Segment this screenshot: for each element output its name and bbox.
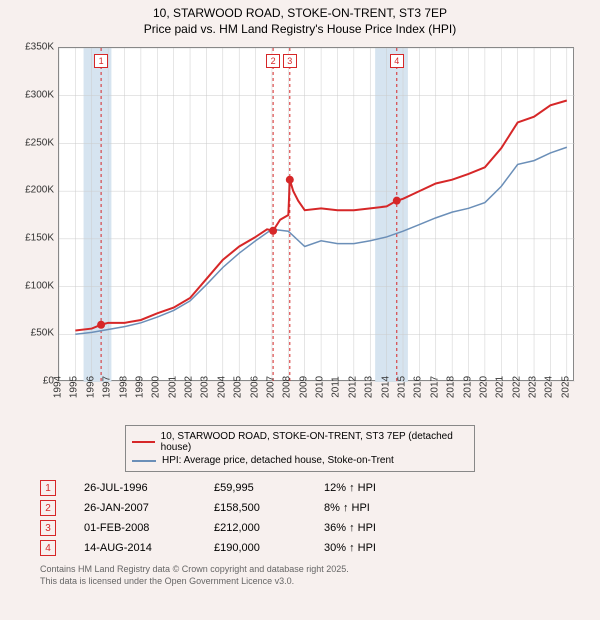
- event-row: 1 26-JUL-1996£59,99512% ↑ HPI: [40, 478, 560, 498]
- x-tick-label: 2019: [462, 376, 473, 398]
- y-tick-label: £300K: [25, 89, 54, 100]
- chart-svg: [59, 48, 575, 382]
- footer-line-1: Contains HM Land Registry data © Crown c…: [40, 564, 560, 576]
- x-tick-label: 2025: [560, 376, 571, 398]
- x-tick-label: 2013: [364, 376, 375, 398]
- legend-swatch: [132, 441, 155, 443]
- x-tick-label: 2011: [331, 376, 342, 398]
- x-tick-label: 2001: [167, 376, 178, 398]
- x-tick-label: 1995: [69, 376, 80, 398]
- event-date: 01-FEB-2008: [84, 522, 214, 534]
- plot-area: 1 23 4: [58, 47, 574, 381]
- x-tick-label: 2010: [315, 376, 326, 398]
- event-number: 2: [40, 500, 56, 516]
- x-tick-label: 2006: [249, 376, 260, 398]
- chart-title: 10, STARWOOD ROAD, STOKE-ON-TRENT, ST3 7…: [10, 6, 590, 37]
- x-tick-label: 2016: [413, 376, 424, 398]
- event-price: £158,500: [214, 502, 324, 514]
- x-tick-label: 2005: [233, 376, 244, 398]
- legend-swatch: [132, 460, 156, 462]
- x-tick-label: 2018: [446, 376, 457, 398]
- x-tick-label: 2015: [397, 376, 408, 398]
- x-tick-label: 2002: [184, 376, 195, 398]
- event-date: 14-AUG-2014: [84, 542, 214, 554]
- footer-line-2: This data is licensed under the Open Gov…: [40, 576, 560, 588]
- x-tick-label: 2020: [478, 376, 489, 398]
- x-tick-label: 2022: [511, 376, 522, 398]
- event-delta: 36% ↑ HPI: [324, 522, 376, 534]
- y-tick-label: £200K: [25, 185, 54, 196]
- y-tick-label: £150K: [25, 233, 54, 244]
- x-tick-label: 2021: [495, 376, 506, 398]
- x-tick-label: 1997: [102, 376, 113, 398]
- event-marker: 1: [94, 54, 108, 68]
- legend-label: 10, STARWOOD ROAD, STOKE-ON-TRENT, ST3 7…: [161, 431, 468, 453]
- x-tick-label: 2000: [151, 376, 162, 398]
- event-number: 4: [40, 540, 56, 556]
- x-tick-label: 1998: [118, 376, 129, 398]
- event-date: 26-JAN-2007: [84, 502, 214, 514]
- x-tick-label: 1996: [85, 376, 96, 398]
- y-tick-label: £100K: [25, 280, 54, 291]
- event-date: 26-JUL-1996: [84, 482, 214, 494]
- price-chart: £0£50K£100K£150K£200K£250K£300K£350K 123…: [20, 41, 580, 421]
- legend-item: 10, STARWOOD ROAD, STOKE-ON-TRENT, ST3 7…: [132, 430, 468, 454]
- y-tick-label: £350K: [25, 42, 54, 53]
- y-tick-label: £50K: [31, 328, 54, 339]
- x-tick-label: 2024: [544, 376, 555, 398]
- x-tick-label: 1994: [53, 376, 64, 398]
- event-price: £212,000: [214, 522, 324, 534]
- event-row: 3 01-FEB-2008£212,00036% ↑ HPI: [40, 518, 560, 538]
- title-line-1: 10, STARWOOD ROAD, STOKE-ON-TRENT, ST3 7…: [10, 6, 590, 22]
- footer: Contains HM Land Registry data © Crown c…: [40, 564, 560, 587]
- event-delta: 12% ↑ HPI: [324, 482, 376, 494]
- legend: 10, STARWOOD ROAD, STOKE-ON-TRENT, ST3 7…: [125, 425, 475, 472]
- event-number: 3: [40, 520, 56, 536]
- x-tick-label: 2009: [298, 376, 309, 398]
- x-tick-label: 2007: [265, 376, 276, 398]
- title-line-2: Price paid vs. HM Land Registry's House …: [10, 22, 590, 38]
- x-tick-label: 1999: [134, 376, 145, 398]
- x-tick-label: 2014: [380, 376, 391, 398]
- x-axis: 1994199519961997199819992000200120022003…: [58, 383, 574, 421]
- y-axis: £0£50K£100K£150K£200K£250K£300K£350K: [20, 47, 56, 381]
- y-tick-label: £250K: [25, 137, 54, 148]
- events-table: 1 26-JUL-1996£59,99512% ↑ HPI 2 26-JAN-2007…: [40, 478, 560, 558]
- event-price: £190,000: [214, 542, 324, 554]
- event-price: £59,995: [214, 482, 324, 494]
- x-tick-label: 2012: [347, 376, 358, 398]
- event-marker: 2: [266, 54, 280, 68]
- x-tick-label: 2023: [528, 376, 539, 398]
- legend-item: HPI: Average price, detached house, Stok…: [132, 454, 468, 467]
- event-delta: 30% ↑ HPI: [324, 542, 376, 554]
- x-tick-label: 2003: [200, 376, 211, 398]
- x-tick-label: 2004: [216, 376, 227, 398]
- legend-label: HPI: Average price, detached house, Stok…: [162, 455, 394, 466]
- event-number: 1: [40, 480, 56, 496]
- event-row: 2 26-JAN-2007£158,5008% ↑ HPI: [40, 498, 560, 518]
- x-tick-label: 2017: [429, 376, 440, 398]
- event-marker: 3: [283, 54, 297, 68]
- event-marker: 4: [390, 54, 404, 68]
- event-delta: 8% ↑ HPI: [324, 502, 370, 514]
- event-row: 4 14-AUG-2014£190,00030% ↑ HPI: [40, 538, 560, 558]
- x-tick-label: 2008: [282, 376, 293, 398]
